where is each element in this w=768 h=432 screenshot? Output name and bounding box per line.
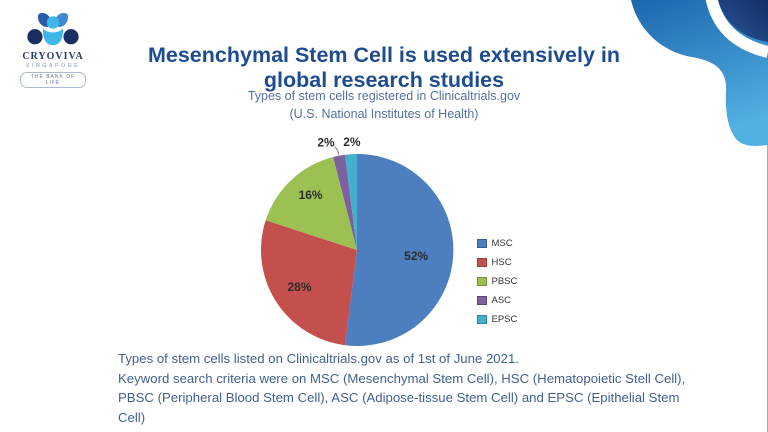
legend-item-MSC: MSC <box>477 234 517 253</box>
chart-subtitle: (U.S. National Institutes of Health) <box>289 107 479 121</box>
pie-slice-ASC <box>333 154 357 250</box>
pie-label-MSC: 52% <box>404 249 428 263</box>
legend-item-EPSC: EPSC <box>477 310 517 329</box>
pie-label-leader-line <box>334 146 340 155</box>
pie-label-EPSC: 2% <box>343 135 361 149</box>
top-right-wave-decoration <box>631 0 768 146</box>
corner-dark-shape <box>718 0 768 42</box>
footer-line: Keyword search criteria were on MSC (Mes… <box>118 370 686 386</box>
pie-slice-PBSC <box>265 157 357 250</box>
cryoviva-logo: CRYOVIVA SINGAPORE THE BANK OF LIFE <box>20 12 86 89</box>
chart-legend: MSC HSC PBSC ASC EPSC <box>477 234 517 329</box>
cryoviva-logo-icon <box>27 12 79 46</box>
legend-swatch-HSC <box>477 257 487 268</box>
pie-slice-HSC <box>261 220 357 346</box>
brand-region: SINGAPORE <box>25 63 81 69</box>
brand-tagline: THE BANK OF LIFE <box>30 74 76 86</box>
slide-title: Mesenchymal Stem Cell is used extensivel… <box>0 43 768 92</box>
legend-item-PBSC: PBSC <box>477 272 517 291</box>
pie-label-ASC: 2% <box>317 136 335 150</box>
legend-item-HSC: HSC <box>477 253 517 272</box>
wave-white-stripe <box>705 0 768 58</box>
pie-slice-EPSC <box>345 154 357 250</box>
legend-label: PBSC <box>491 276 518 287</box>
pie-slice-MSC <box>345 153 454 346</box>
footer-note: Types of stem cells listed on Clinicaltr… <box>118 349 688 427</box>
legend-label: ASC <box>491 295 512 306</box>
legend-item-ASC: ASC <box>477 291 517 310</box>
legend-label: MSC <box>491 238 513 249</box>
slide-title-line2: global research studies <box>263 67 505 92</box>
pie-label-HSC: 28% <box>287 280 311 294</box>
legend-swatch-EPSC <box>477 314 487 325</box>
brand-tagline-badge: THE BANK OF LIFE <box>20 72 86 88</box>
footer-line: PBSC (Peripheral Blood Stem Cell), ASC (… <box>118 390 680 425</box>
chart-title: Types of stem cells registered in Clinic… <box>247 89 521 103</box>
brand-name: CRYOVIVA <box>22 51 84 62</box>
pie-chart: 52% 28% 16% 2% 2% <box>261 135 454 346</box>
footer-line: Types of stem cells listed on Clinicaltr… <box>118 351 519 366</box>
pie-label-PBSC: 16% <box>299 188 323 202</box>
legend-label: HSC <box>491 257 512 268</box>
slide-title-line1: Mesenchymal Stem Cell is used extensivel… <box>147 43 620 68</box>
legend-label: EPSC <box>491 314 518 325</box>
legend-swatch-MSC <box>477 238 487 249</box>
legend-swatch-ASC <box>477 295 487 306</box>
legend-swatch-PBSC <box>477 276 487 287</box>
